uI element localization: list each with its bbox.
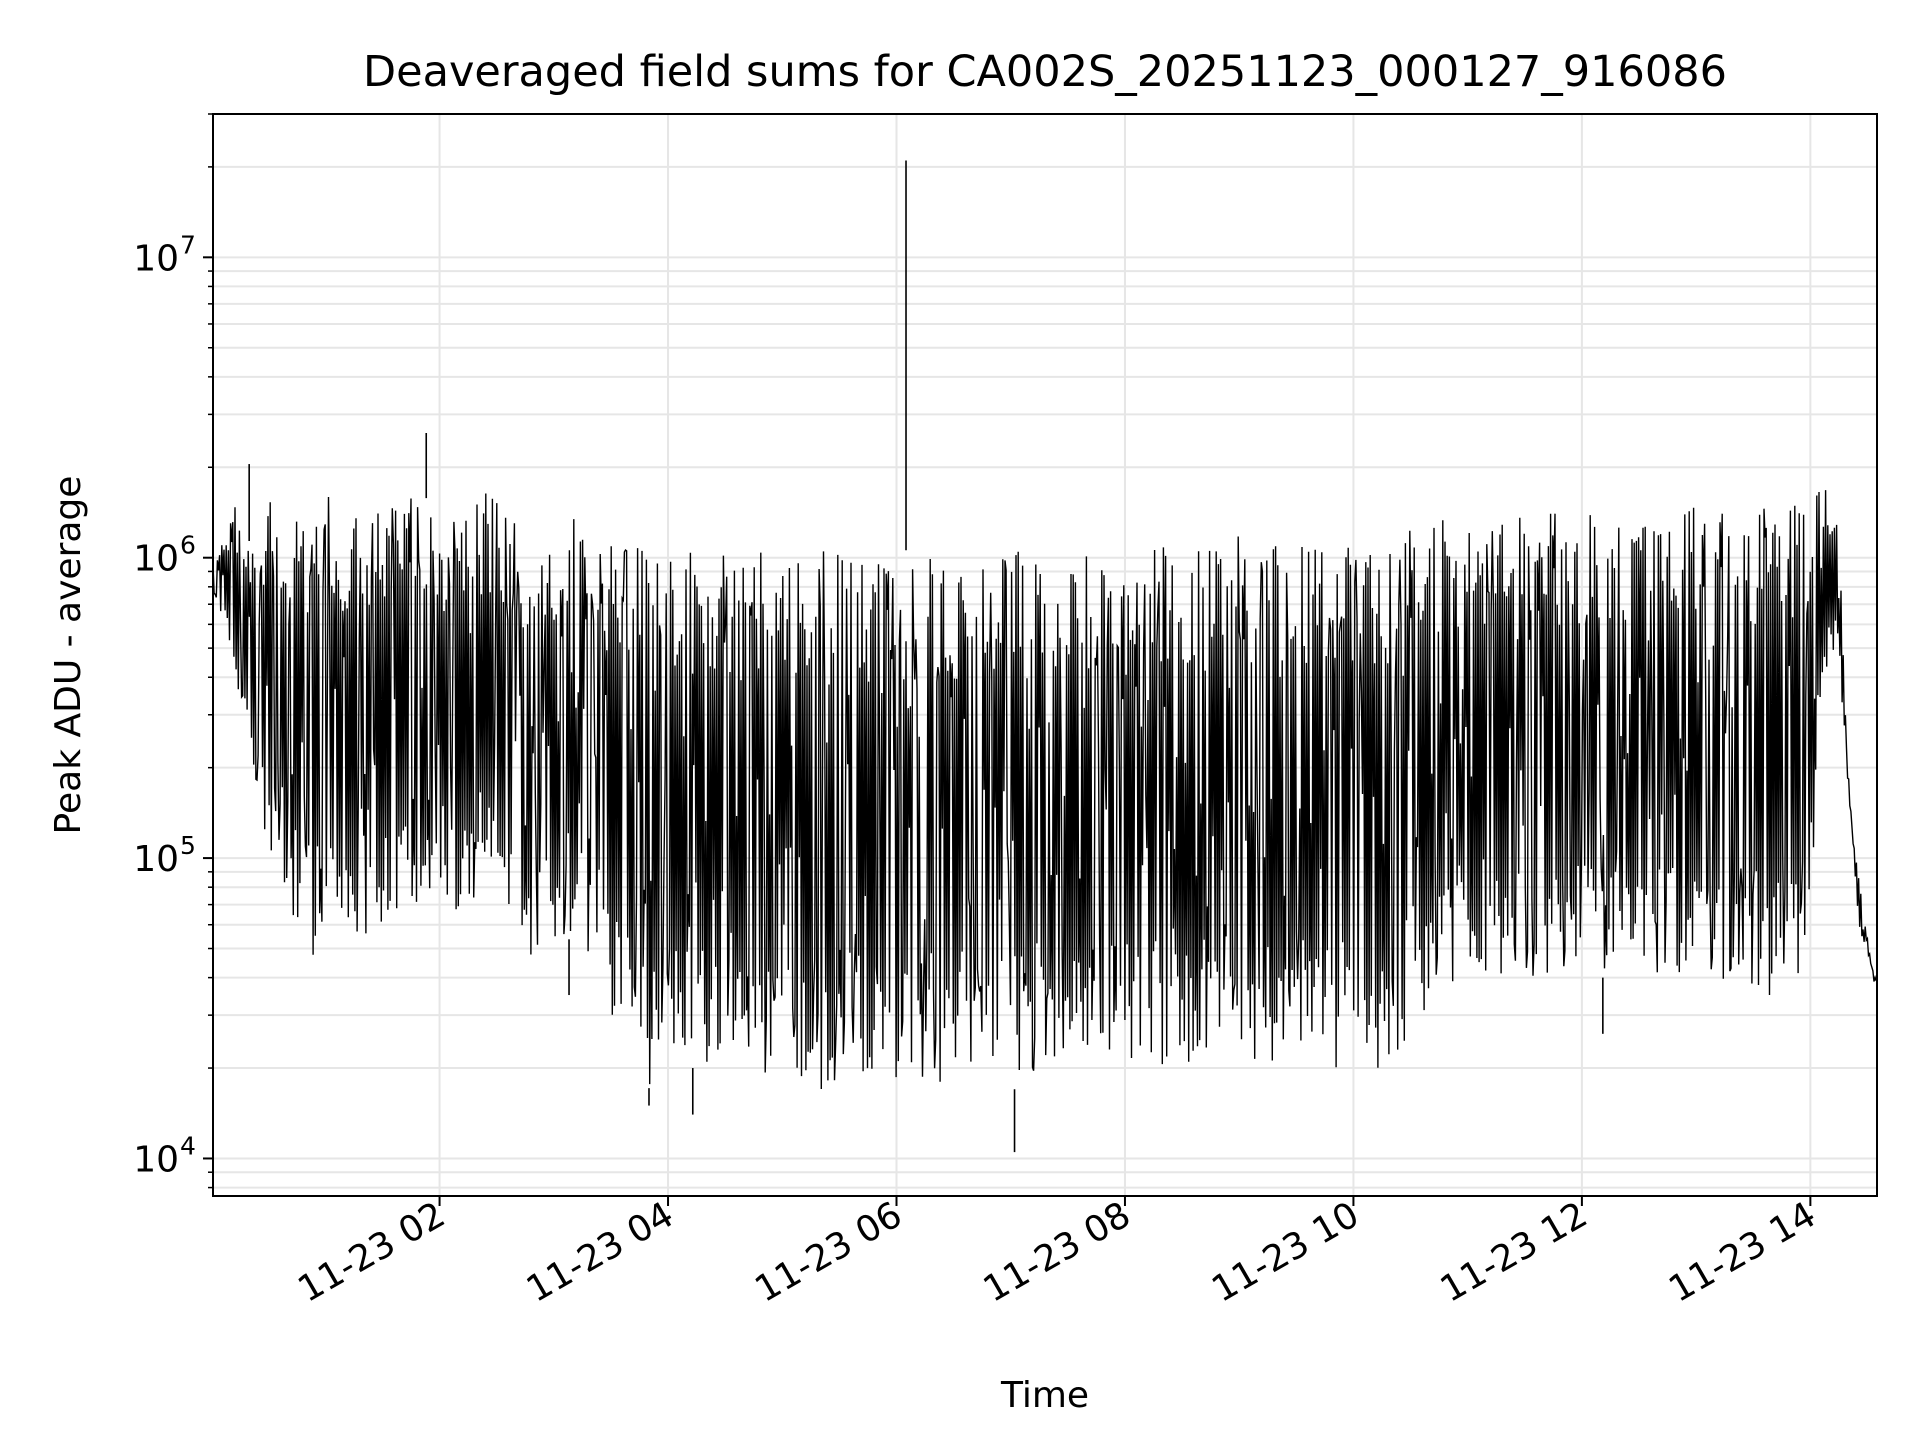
plot-frame — [212, 113, 1878, 1197]
y-tick-label: 10 — [133, 238, 179, 279]
series-line — [212, 490, 1877, 1090]
x-axis-label: Time — [1000, 1375, 1089, 1416]
y-tick-exponent: 6 — [180, 531, 196, 560]
y-tick-exponent: 7 — [180, 230, 196, 259]
y-tick-label: 10 — [133, 539, 179, 580]
y-tick-exponent: 4 — [180, 1131, 196, 1160]
y-tick-label: 10 — [133, 1139, 179, 1180]
chart-title: Deaveraged field sums for CA002S_2025112… — [363, 47, 1727, 97]
data-layer — [212, 160, 1877, 1153]
y-axis-label: Peak ADU - average — [48, 476, 89, 835]
y-tick-label: 10 — [133, 839, 179, 880]
y-tick-exponent: 5 — [180, 831, 196, 860]
